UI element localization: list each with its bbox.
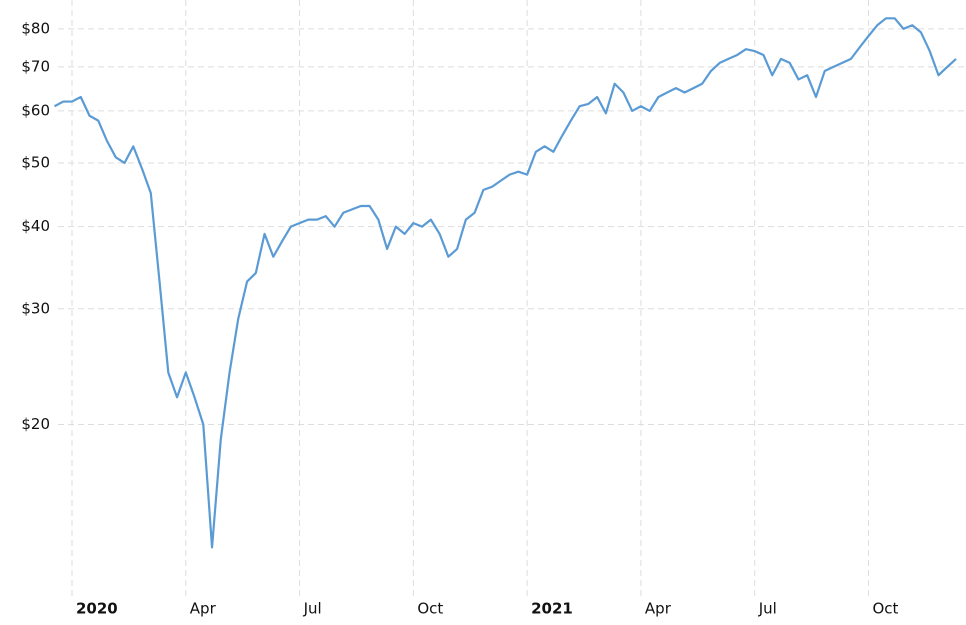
x-tick-label: Jul <box>758 600 777 618</box>
price-line <box>53 17 957 549</box>
x-tick-label: Oct <box>417 600 443 618</box>
y-tick-label: $80 <box>21 19 50 37</box>
x-tick-label: Apr <box>190 600 217 618</box>
y-tick-label: $60 <box>21 101 50 119</box>
y-tick-label: $30 <box>21 299 50 317</box>
x-tick-label: Apr <box>645 600 672 618</box>
x-tick-label: Oct <box>872 600 898 618</box>
y-tick-label: $40 <box>21 217 50 235</box>
y-tick-label: $70 <box>21 57 50 75</box>
x-tick-label: 2020 <box>76 600 118 618</box>
x-tick-label: Jul <box>303 600 322 618</box>
y-tick-label: $50 <box>21 153 50 171</box>
x-tick-label: 2021 <box>531 600 573 618</box>
y-tick-label: $20 <box>21 415 50 433</box>
